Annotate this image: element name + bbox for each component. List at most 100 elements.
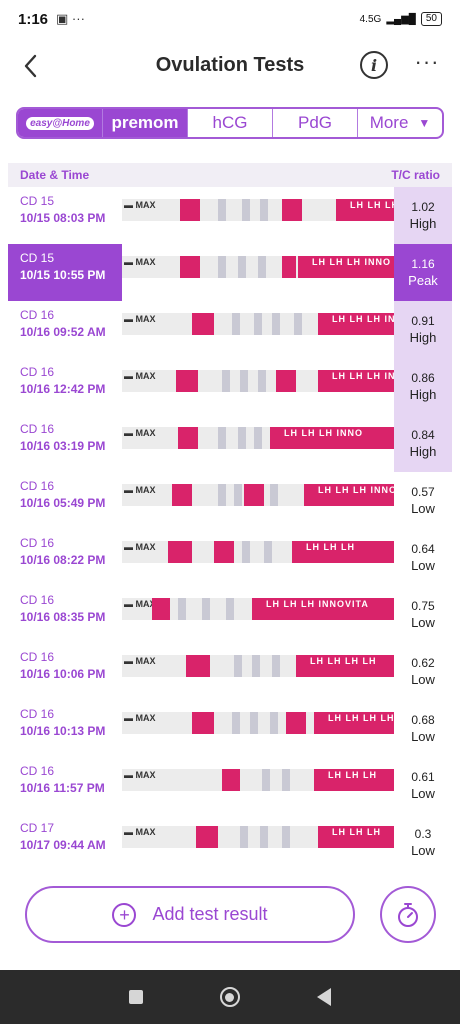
- tab-premom[interactable]: premom: [102, 109, 187, 137]
- strip-pink-pad: [176, 370, 198, 392]
- strip-line: [238, 256, 246, 278]
- table-row[interactable]: CD 16 10/16 11:57 PM ▬ MAX LH LH LH 0.61 Low: [8, 757, 452, 814]
- strip-max-mark: ▬ MAX: [124, 542, 156, 552]
- recents-icon[interactable]: [128, 990, 143, 1004]
- strip-line: [242, 199, 250, 221]
- table-row[interactable]: CD 16 10/16 10:13 PM ▬ MAX LH LH LH LH 0.68 L…: [8, 700, 452, 757]
- strip-brand-text: LH LH LH: [332, 827, 381, 837]
- strip-brand-text: LH LH LH INNO: [312, 257, 391, 267]
- tc-ratio-cell: 0.62 Low: [394, 643, 452, 700]
- test-datetime: 10/16 05:49 PM: [20, 496, 106, 510]
- strip-max-mark: ▬ MAX: [124, 371, 156, 381]
- table-row[interactable]: CD 15 10/15 10:55 PM ▬ MAX LH LH LH INNO 1.1…: [8, 244, 452, 301]
- lh-level: Low: [411, 843, 435, 858]
- tab-easy-home[interactable]: easy@Home: [18, 109, 102, 137]
- test-strip-image[interactable]: ▬ MAX LH LH LH INNOVITA: [122, 598, 394, 620]
- strip-pink-pad: [172, 484, 192, 506]
- cycle-day: CD 16: [20, 308, 55, 322]
- strip-line: [254, 427, 262, 449]
- strip-pink-pad: [318, 313, 394, 335]
- home-icon[interactable]: [219, 987, 240, 1007]
- more-options-button[interactable]: ···: [412, 49, 442, 80]
- strip-line: [218, 484, 226, 506]
- strip-line: [260, 826, 268, 848]
- strip-line: [178, 598, 186, 620]
- lh-level: Low: [411, 672, 435, 687]
- tab-pdg[interactable]: PdG: [272, 109, 357, 137]
- strip-pink-pad: [296, 655, 394, 677]
- add-test-result-button[interactable]: + Add test result: [25, 886, 355, 943]
- strip-line: [258, 370, 266, 392]
- strip-line: [218, 427, 226, 449]
- test-strip-image[interactable]: ▬ MAX LH LH LH INNO: [122, 484, 394, 506]
- strip-brand-text: LH LH LH: [306, 542, 355, 552]
- strip-line: [218, 256, 226, 278]
- test-strip-image[interactable]: ▬ MAX LH LH LH INNO: [122, 370, 394, 392]
- row-date-label: CD 15 10/15 08:03 PM: [8, 187, 122, 244]
- test-strip-image[interactable]: ▬ MAX LH LH LH INNO: [122, 199, 394, 221]
- strip-line: [232, 313, 240, 335]
- test-strip-image[interactable]: ▬ MAX LH LH LH INNO: [122, 256, 394, 278]
- row-date-label: CD 16 10/16 05:49 PM: [8, 472, 122, 529]
- test-datetime: 10/15 08:03 PM: [20, 211, 106, 225]
- test-strip-image[interactable]: ▬ MAX LH LH LH: [122, 826, 394, 848]
- strip-line: [234, 655, 242, 677]
- tab-hcg[interactable]: hCG: [187, 109, 272, 137]
- back-button[interactable]: [16, 52, 44, 80]
- table-row[interactable]: CD 16 10/16 08:35 PM ▬ MAX LH LH LH INNOVIT…: [8, 586, 452, 643]
- tc-ratio-value: 0.57: [411, 485, 435, 499]
- test-datetime: 10/16 08:35 PM: [20, 610, 106, 624]
- tc-ratio-value: 0.64: [411, 542, 435, 556]
- tc-ratio-value: 0.61: [411, 770, 435, 784]
- test-strip-image[interactable]: ▬ MAX LH LH LH: [122, 541, 394, 563]
- table-row[interactable]: CD 16 10/16 03:19 PM ▬ MAX LH LH LH INNO 0.8…: [8, 415, 452, 472]
- test-datetime: 10/15 10:55 PM: [20, 268, 106, 282]
- test-strip-image[interactable]: ▬ MAX LH LH LH LH: [122, 655, 394, 677]
- test-strip-image[interactable]: ▬ MAX LH LH LH LH: [122, 712, 394, 734]
- tc-ratio-value: 0.75: [411, 599, 435, 613]
- test-datetime: 10/16 03:19 PM: [20, 439, 106, 453]
- tc-ratio-cell: 0.75 Low: [394, 586, 452, 643]
- table-row[interactable]: CD 16 10/16 08:22 PM ▬ MAX LH LH LH 0.64 Low: [8, 529, 452, 586]
- row-date-label: CD 15 10/15 10:55 PM: [8, 244, 122, 301]
- tc-ratio-value: 1.16: [411, 257, 435, 271]
- strip-max-mark: ▬ MAX: [124, 428, 156, 438]
- test-strip-image[interactable]: ▬ MAX LH LH LH: [122, 769, 394, 791]
- lh-level: High: [409, 216, 437, 231]
- tc-ratio-cell: 1.02 High: [394, 187, 452, 244]
- lh-level: High: [409, 387, 437, 402]
- signal-icon: ▂▄▆█: [386, 13, 416, 25]
- strip-pink-pad: [276, 370, 296, 392]
- lh-level: High: [409, 444, 437, 459]
- strip-line: [272, 313, 280, 335]
- tab-more[interactable]: More ▼: [357, 109, 442, 137]
- timer-button[interactable]: [380, 886, 436, 943]
- cycle-day: CD 16: [20, 536, 55, 550]
- strip-pink-pad: [336, 199, 394, 221]
- test-strip-image[interactable]: ▬ MAX LH LH LH INNO: [122, 313, 394, 335]
- strip-max-mark: ▬ MAX: [124, 599, 156, 609]
- back-triangle-icon[interactable]: [317, 988, 332, 1006]
- info-button[interactable]: i: [360, 51, 388, 79]
- column-tc-ratio: T/C ratio: [391, 168, 440, 182]
- column-date-time: Date & Time: [20, 168, 90, 182]
- strip-line: [272, 655, 280, 677]
- strip-max-mark: ▬ MAX: [124, 200, 156, 210]
- strip-line: [282, 769, 290, 791]
- table-row[interactable]: CD 16 10/16 05:49 PM ▬ MAX LH LH LH INNO 0.5…: [8, 472, 452, 529]
- strip-max-mark: ▬ MAX: [124, 656, 156, 666]
- table-row[interactable]: CD 17 10/17 09:44 AM ▬ MAX LH LH LH 0.3 Low: [8, 814, 452, 871]
- status-right: 4.5G ▂▄▆█ 50: [360, 12, 442, 26]
- chevron-left-icon: [24, 54, 37, 78]
- strip-pink-pad: [318, 370, 394, 392]
- test-strip-image[interactable]: ▬ MAX LH LH LH INNO: [122, 427, 394, 449]
- tc-ratio-cell: 0.68 Low: [394, 700, 452, 757]
- more-dots-icon: ···: [414, 49, 440, 74]
- cycle-day: CD 16: [20, 650, 55, 664]
- lh-level: Low: [411, 501, 435, 516]
- strip-max-mark: ▬ MAX: [124, 713, 156, 723]
- table-row[interactable]: CD 16 10/16 10:06 PM ▬ MAX LH LH LH LH 0.62 L…: [8, 643, 452, 700]
